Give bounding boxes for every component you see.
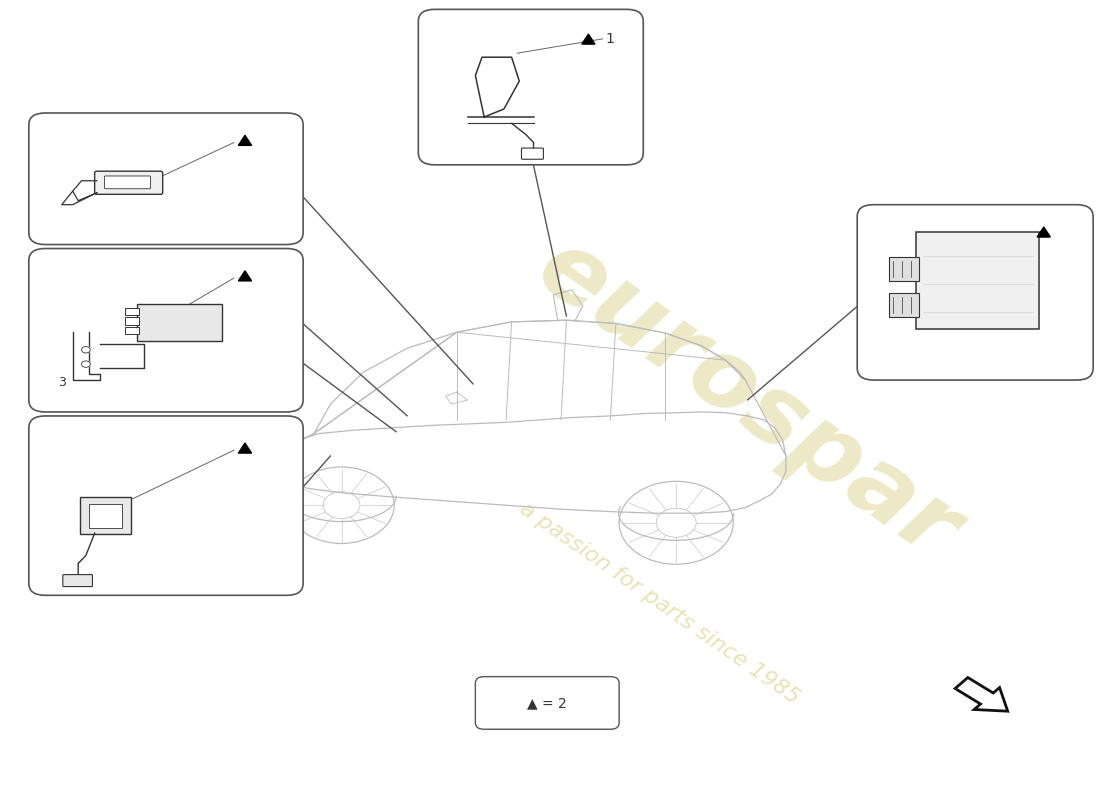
Circle shape bbox=[287, 474, 292, 478]
Polygon shape bbox=[1037, 227, 1050, 237]
Polygon shape bbox=[239, 443, 252, 453]
FancyBboxPatch shape bbox=[521, 148, 543, 159]
Polygon shape bbox=[239, 271, 252, 281]
Text: ▲ = 2: ▲ = 2 bbox=[527, 696, 568, 710]
FancyBboxPatch shape bbox=[889, 293, 918, 317]
Polygon shape bbox=[239, 135, 252, 146]
Circle shape bbox=[270, 474, 274, 478]
FancyBboxPatch shape bbox=[29, 113, 304, 245]
FancyBboxPatch shape bbox=[475, 677, 619, 730]
FancyBboxPatch shape bbox=[104, 176, 151, 189]
FancyBboxPatch shape bbox=[29, 416, 304, 595]
Polygon shape bbox=[955, 678, 1008, 711]
FancyBboxPatch shape bbox=[124, 308, 139, 315]
Text: a passion for parts since 1985: a passion for parts since 1985 bbox=[516, 498, 803, 708]
FancyBboxPatch shape bbox=[138, 303, 222, 341]
FancyBboxPatch shape bbox=[124, 327, 139, 334]
FancyBboxPatch shape bbox=[63, 574, 92, 586]
FancyBboxPatch shape bbox=[29, 249, 304, 412]
FancyBboxPatch shape bbox=[418, 10, 644, 165]
FancyBboxPatch shape bbox=[80, 498, 131, 534]
FancyBboxPatch shape bbox=[916, 232, 1040, 329]
Circle shape bbox=[81, 346, 90, 353]
Text: 1: 1 bbox=[606, 32, 615, 46]
FancyBboxPatch shape bbox=[857, 205, 1093, 380]
Circle shape bbox=[261, 474, 265, 478]
FancyBboxPatch shape bbox=[124, 318, 139, 325]
Circle shape bbox=[278, 474, 283, 478]
Text: eurospar: eurospar bbox=[519, 221, 976, 579]
Polygon shape bbox=[582, 34, 595, 44]
Circle shape bbox=[81, 361, 90, 367]
Text: 3: 3 bbox=[58, 376, 66, 389]
FancyBboxPatch shape bbox=[89, 504, 122, 527]
FancyBboxPatch shape bbox=[95, 171, 163, 194]
FancyBboxPatch shape bbox=[889, 258, 918, 282]
